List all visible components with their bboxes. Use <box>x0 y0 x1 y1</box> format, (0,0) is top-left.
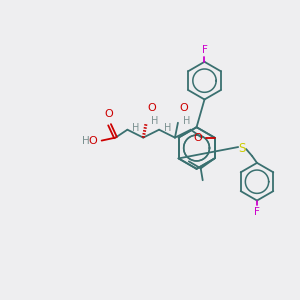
Text: H: H <box>151 116 159 126</box>
Text: S: S <box>238 142 246 154</box>
Text: H: H <box>164 123 171 133</box>
Text: F: F <box>254 208 260 218</box>
Text: O: O <box>193 133 202 142</box>
Text: O: O <box>104 109 113 119</box>
Text: O: O <box>88 136 97 146</box>
Text: H: H <box>132 123 139 133</box>
Text: H: H <box>183 116 190 126</box>
Text: F: F <box>202 45 207 55</box>
Text: O: O <box>147 103 156 113</box>
Text: H: H <box>82 136 90 146</box>
Text: O: O <box>179 103 188 113</box>
